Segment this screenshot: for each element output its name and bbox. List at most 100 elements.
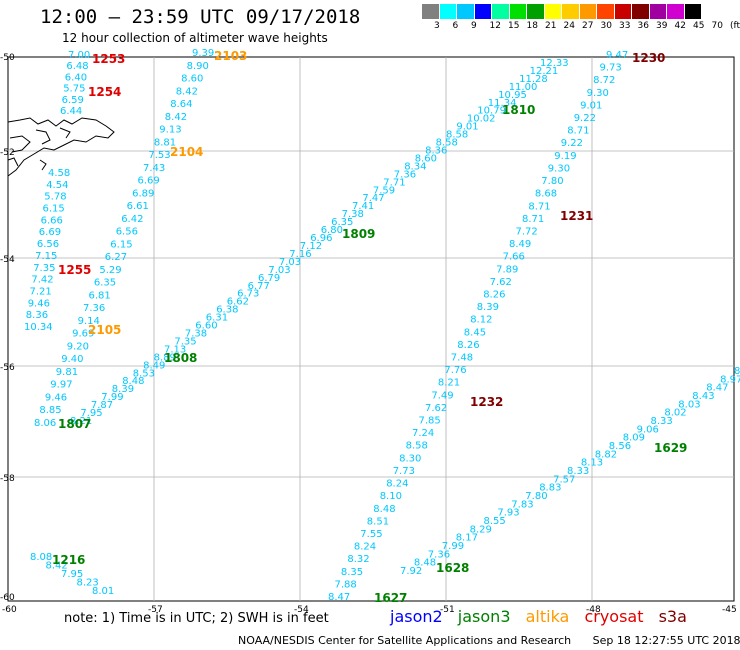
lat-label: -56 bbox=[0, 363, 15, 373]
wave-height-value: 8.71 bbox=[522, 214, 544, 225]
lat-label: -52 bbox=[0, 148, 15, 158]
lat-axis-labels: -50 -52 -54 -56 -58 -60 bbox=[0, 53, 15, 603]
wave-height-value: 8.51 bbox=[367, 516, 389, 527]
legend-s3a: s3a bbox=[658, 607, 687, 626]
wave-height-value: 8.48 bbox=[414, 558, 436, 569]
lon-axis-labels: -60 -57 -54 -51 -48 -45 bbox=[2, 605, 737, 615]
scale-swatch bbox=[474, 4, 492, 19]
wave-height-value: 6.73 bbox=[237, 289, 259, 300]
wave-height-value: 9.46 bbox=[28, 298, 50, 309]
wave-height-value: 7.85 bbox=[419, 416, 441, 427]
plot-frame bbox=[7, 56, 735, 602]
wave-height-value: 7.83 bbox=[511, 499, 533, 510]
wave-height-value: 8.26 bbox=[483, 290, 505, 301]
lat-label: -50 bbox=[0, 53, 15, 63]
wave-height-value: 8.43 bbox=[692, 391, 714, 402]
wave-height-value: 6.77 bbox=[248, 281, 270, 292]
wave-height-value: 8.53 bbox=[133, 368, 155, 379]
wave-height-value: 9.22 bbox=[574, 113, 596, 124]
lon-label: -57 bbox=[148, 605, 163, 615]
scale-label: 33 bbox=[619, 21, 631, 31]
footnote: note: 1) Time is in UTC; 2) SWH is in fe… bbox=[64, 611, 329, 626]
wave-height-value: 8.17 bbox=[456, 533, 478, 544]
scale-label: 21 bbox=[545, 21, 557, 31]
wave-height-value: 7.21 bbox=[30, 287, 52, 298]
wave-height-value: 9.69 bbox=[72, 329, 94, 340]
wave-height-color-scale bbox=[422, 4, 702, 19]
scale-swatch bbox=[632, 4, 650, 19]
scale-label: 70 bbox=[711, 21, 723, 31]
legend-altika: altika bbox=[525, 607, 570, 626]
wave-height-value: 6.56 bbox=[37, 239, 59, 250]
wave-height-value: 7.95 bbox=[61, 569, 83, 580]
wave-height-value: 8.03 bbox=[678, 399, 700, 410]
wave-height-value: 11.34 bbox=[488, 98, 517, 109]
wave-height-value: 7.15 bbox=[35, 251, 57, 262]
scale-swatch bbox=[422, 4, 440, 19]
lon-label: -45 bbox=[722, 605, 737, 615]
wave-height-value: 8.83 bbox=[539, 483, 561, 494]
wave-height-value: 9.19 bbox=[554, 151, 576, 162]
wave-height-value: 6.44 bbox=[60, 106, 82, 117]
wave-height-value: 8.71 bbox=[567, 126, 589, 137]
wave-height-value: 7.87 bbox=[91, 400, 113, 411]
wave-height-value: 9.47 bbox=[606, 50, 628, 61]
scale-swatch bbox=[492, 4, 510, 19]
wave-height-value: 8.39 bbox=[477, 302, 499, 313]
wave-height-value: 7.48 bbox=[451, 353, 473, 364]
track-time-label: 1627 bbox=[374, 591, 407, 605]
scale-swatch bbox=[439, 4, 457, 19]
wave-height-value: 8.47 bbox=[706, 383, 728, 394]
wave-height-value: 8.29 bbox=[470, 524, 492, 535]
track-time-label: 1810 bbox=[502, 103, 535, 117]
wave-height-value: 5.78 bbox=[44, 192, 66, 203]
wave-height-value: 7.38 bbox=[342, 209, 364, 220]
track-time-label: 1808 bbox=[164, 351, 197, 365]
wave-height-value: 8.02 bbox=[664, 408, 686, 419]
wave-height-value: 8.58 bbox=[446, 130, 468, 141]
wave-height-value: 7.43 bbox=[143, 163, 165, 174]
track-values: 7.006.486.405.756.596.449.398.908.608.42… bbox=[24, 48, 740, 603]
wave-height-value: 8.36 bbox=[425, 146, 447, 157]
wave-height-value: 7.59 bbox=[373, 185, 395, 196]
satellite-legend: jason2 jason3 altika cryosat s3a bbox=[390, 607, 697, 626]
scale-label: 18 bbox=[526, 21, 538, 31]
wave-height-value: 8.10 bbox=[380, 491, 402, 502]
wave-height-value: 7.88 bbox=[335, 579, 357, 590]
wave-height-value: 11.00 bbox=[509, 82, 538, 93]
wave-height-value: 7.00 bbox=[68, 50, 90, 61]
wave-height-value: 6.60 bbox=[195, 321, 217, 332]
wave-height-value: 11.28 bbox=[519, 74, 548, 85]
wave-height-value: 8.06 bbox=[34, 418, 56, 429]
scale-label: 30 bbox=[600, 21, 612, 31]
wave-height-value: 7.13 bbox=[164, 344, 186, 355]
wave-height-value: 8.47 bbox=[328, 592, 350, 603]
wave-height-value: 7.49 bbox=[431, 390, 453, 401]
legend-cryosat: cryosat bbox=[584, 607, 644, 626]
wave-height-value: 9.40 bbox=[61, 354, 83, 365]
wave-height-value: 8.36 bbox=[26, 310, 48, 321]
wave-height-value: 7.12 bbox=[300, 241, 322, 252]
wave-height-value: 8.23 bbox=[77, 578, 99, 589]
wave-height-value: 7.66 bbox=[503, 252, 525, 263]
track-time-label: 1253 bbox=[92, 52, 125, 66]
wave-height-value: 8.48 bbox=[373, 504, 395, 515]
lon-label: -51 bbox=[440, 605, 455, 615]
wave-height-value: 10.95 bbox=[498, 90, 527, 101]
footer: NOAA/NESDIS Center for Satellite Applica… bbox=[238, 634, 740, 647]
track-time-label: 1255 bbox=[58, 263, 91, 277]
wave-height-value: 7.95 bbox=[80, 408, 102, 419]
wave-height-value: 7.99 bbox=[442, 541, 464, 552]
wave-height-value: 6.35 bbox=[94, 278, 116, 289]
wave-height-value: 6.96 bbox=[310, 233, 332, 244]
wave-height-value: 7.41 bbox=[352, 201, 374, 212]
wave-height-value: 7.53 bbox=[148, 150, 170, 161]
wave-height-value: 9.46 bbox=[45, 393, 67, 404]
wave-height-value: 8.48 bbox=[122, 376, 144, 387]
scale-swatch bbox=[667, 4, 685, 19]
wave-height-value: 7.38 bbox=[185, 329, 207, 340]
scale-swatch bbox=[562, 4, 580, 19]
wave-height-value: 8.89 bbox=[154, 352, 176, 363]
lon-label: -54 bbox=[294, 605, 309, 615]
